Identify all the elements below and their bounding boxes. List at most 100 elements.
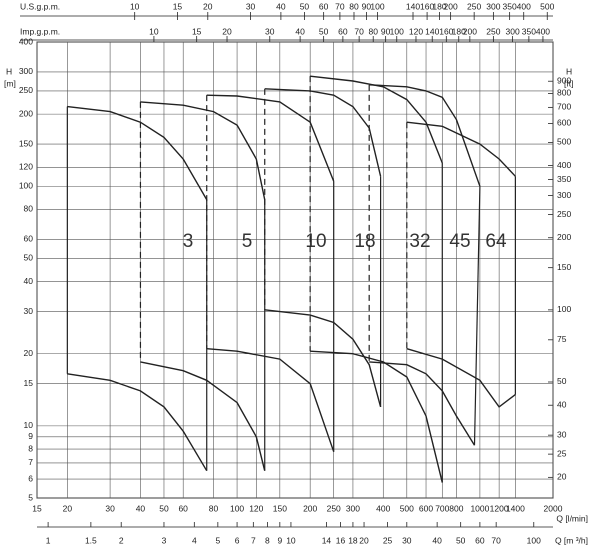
- secondary-tick-label: 50: [319, 26, 329, 36]
- x-tick-label: 800: [449, 503, 463, 513]
- pump-curve: [369, 84, 481, 187]
- y2-axis-label: H: [566, 66, 572, 76]
- y2-tick-label: 40: [557, 399, 567, 409]
- secondary-tick-label: 6: [235, 535, 240, 545]
- y-tick-label: 7: [28, 457, 33, 467]
- y-tick-label: 40: [24, 276, 34, 286]
- secondary-tick-label: 250: [486, 26, 500, 36]
- secondary-tick-label: 80: [349, 1, 359, 11]
- secondary-tick-label: 70: [354, 26, 364, 36]
- x-tick-label: 400: [376, 503, 390, 513]
- x-tick-label: 300: [346, 503, 360, 513]
- x-tick-label: 150: [273, 503, 287, 513]
- x-tick-label: 1200: [490, 503, 509, 513]
- secondary-axis-label: Imp.g.p.m.: [20, 26, 60, 36]
- secondary-tick-label: 500: [540, 1, 554, 11]
- x-axis-label: Q [l/min]: [556, 513, 588, 523]
- y2-tick-label: 250: [557, 209, 571, 219]
- y2-tick-label: 75: [557, 334, 567, 344]
- curve-edge: [473, 186, 481, 446]
- secondary-tick-label: 100: [390, 26, 404, 36]
- y-tick-label: 9: [28, 431, 33, 441]
- secondary-tick-label: 80: [368, 26, 378, 36]
- secondary-tick-label: 120: [409, 26, 423, 36]
- secondary-tick-label: 18: [348, 535, 358, 545]
- pump-curve: [140, 101, 266, 200]
- y-tick-label: 80: [24, 204, 34, 214]
- x-tick-label: 200: [303, 503, 317, 513]
- secondary-tick-label: 9: [277, 535, 282, 545]
- y2-tick-label: 30: [557, 429, 567, 439]
- y2-axis-unit: [ft]: [564, 78, 573, 88]
- secondary-tick-label: 160: [420, 1, 434, 11]
- x-tick-label: 50: [159, 503, 169, 513]
- x-tick-label: 600: [419, 503, 433, 513]
- secondary-tick-label: 200: [444, 1, 458, 11]
- secondary-tick-label: 30: [246, 1, 256, 11]
- curve-label: 10: [305, 231, 326, 252]
- y-tick-label: 60: [24, 234, 34, 244]
- secondary-tick-label: 8: [265, 535, 270, 545]
- y-tick-label: 20: [24, 348, 34, 358]
- secondary-tick-label: 40: [295, 26, 305, 36]
- y-tick-label: 150: [19, 138, 33, 148]
- y2-tick-label: 500: [557, 137, 571, 147]
- secondary-tick-label: 300: [486, 1, 500, 11]
- secondary-tick-label: 350: [503, 1, 517, 11]
- x-tick-label: 120: [249, 503, 263, 513]
- secondary-tick-label: 50: [456, 535, 466, 545]
- y-tick-label: 8: [28, 443, 33, 453]
- secondary-tick-label: 10: [130, 1, 140, 11]
- secondary-tick-label: 60: [475, 535, 485, 545]
- secondary-tick-label: 40: [276, 1, 286, 11]
- curve-label: 18: [354, 231, 375, 252]
- y-tick-label: 100: [19, 181, 33, 191]
- y-tick-label: 30: [24, 306, 34, 316]
- pump-curve: [369, 361, 476, 446]
- y2-tick-label: 200: [557, 232, 571, 242]
- y2-tick-label: 300: [557, 190, 571, 200]
- secondary-tick-label: 400: [536, 26, 550, 36]
- y-tick-label: 250: [19, 85, 33, 95]
- secondary-tick-label: 140: [406, 1, 420, 11]
- y-tick-label: 5: [28, 492, 33, 502]
- pump-curve: [140, 361, 266, 471]
- x-tick-label: 80: [209, 503, 219, 513]
- secondary-tick-label: 5: [215, 535, 220, 545]
- secondary-tick-label: 3: [162, 535, 167, 545]
- secondary-tick-label: 90: [381, 26, 391, 36]
- y2-tick-label: 100: [557, 304, 571, 314]
- x-tick-label: 20: [63, 503, 73, 513]
- secondary-tick-label: 10: [149, 26, 159, 36]
- secondary-axis-label: Q [m ³/h]: [555, 535, 588, 545]
- y-tick-label: 200: [19, 108, 33, 118]
- curve-label: 5: [242, 231, 253, 252]
- y-tick-label: 400: [19, 36, 33, 46]
- plot-frame: [36, 41, 554, 499]
- secondary-tick-label: 160: [439, 26, 453, 36]
- secondary-tick-label: 100: [527, 535, 541, 545]
- secondary-tick-label: 10: [286, 535, 296, 545]
- curve-label: 64: [485, 231, 507, 252]
- secondary-tick-label: 140: [425, 26, 439, 36]
- secondary-tick-label: 60: [319, 1, 329, 11]
- pump-curve: [206, 94, 335, 182]
- secondary-tick-label: 100: [370, 1, 384, 11]
- y-axis-label: H: [6, 66, 12, 76]
- curve-label: 45: [449, 231, 470, 252]
- secondary-tick-label: 30: [265, 26, 275, 36]
- pump-curve: [206, 348, 335, 452]
- pump-curve: [264, 309, 382, 408]
- y-tick-label: 50: [24, 253, 34, 263]
- x-tick-label: 40: [136, 503, 146, 513]
- pump-curve: [406, 348, 516, 408]
- pump-curve: [67, 105, 208, 200]
- secondary-tick-label: 180: [452, 26, 466, 36]
- secondary-tick-label: 50: [300, 1, 310, 11]
- x-tick-label: 500: [400, 503, 414, 513]
- secondary-tick-label: 15: [192, 26, 202, 36]
- y2-tick-label: 400: [557, 160, 571, 170]
- x-tick-label: 700: [435, 503, 449, 513]
- pump-curve: [406, 121, 516, 177]
